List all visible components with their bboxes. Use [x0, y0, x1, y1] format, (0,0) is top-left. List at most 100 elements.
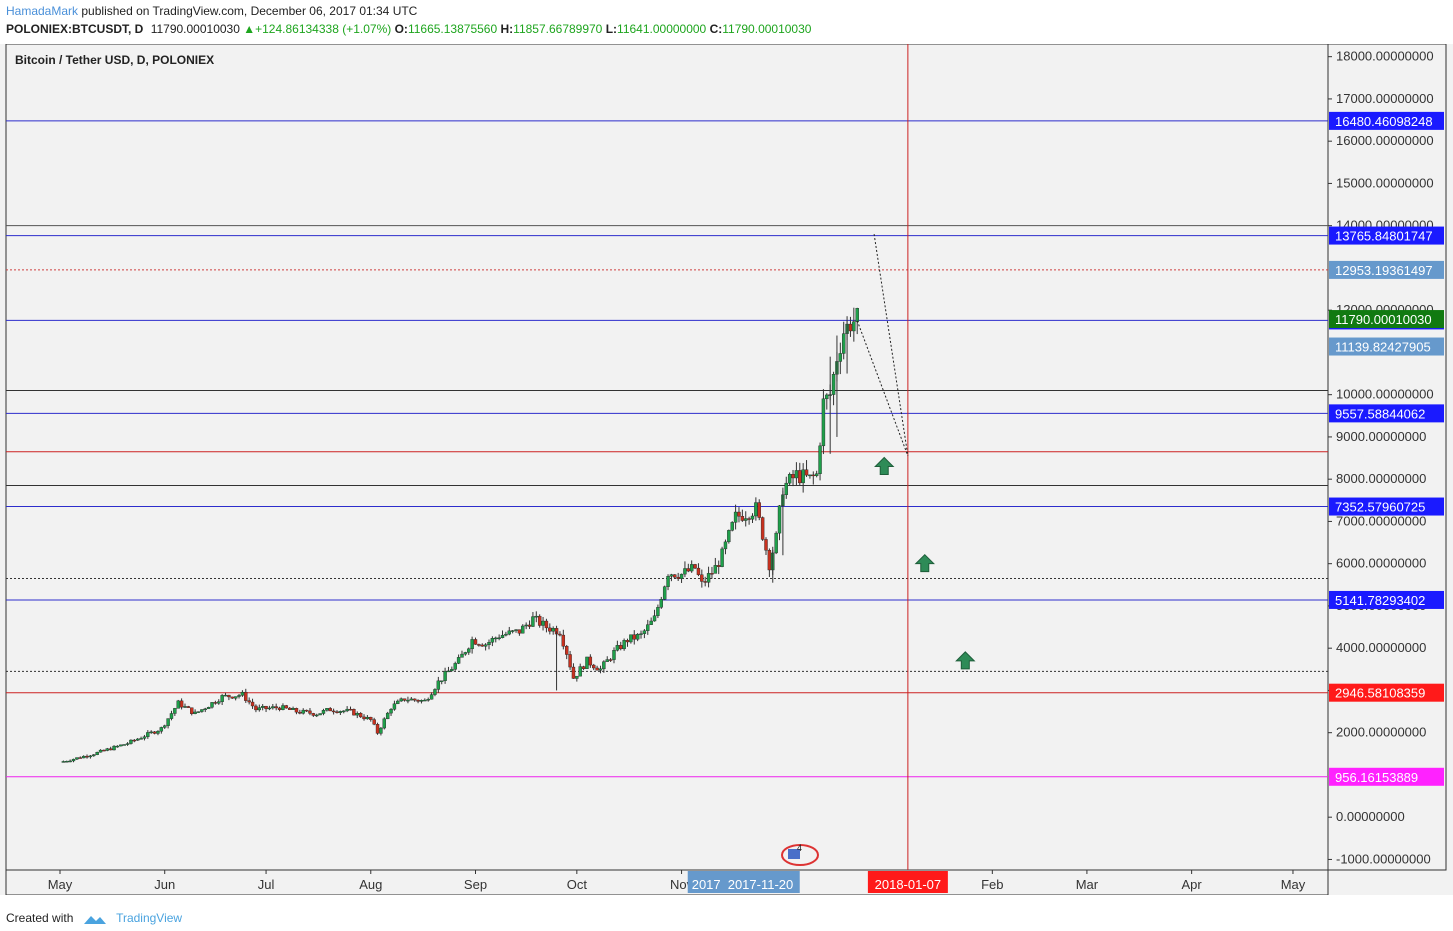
candle-body [710, 573, 714, 575]
candle-body [814, 473, 819, 476]
price-tag [1329, 226, 1444, 245]
candle-body [514, 629, 518, 631]
candle-body [88, 755, 93, 758]
candle-body [750, 515, 755, 520]
candle-body [379, 727, 383, 734]
candle-body [717, 565, 721, 567]
tradingview-logo-icon [83, 915, 106, 924]
candle-body [277, 707, 282, 710]
y-tick-label: 16000.00000000 [1336, 133, 1434, 148]
candle-body [629, 634, 633, 643]
y-tick-label: 6000.00000000 [1336, 556, 1426, 571]
candle-body [679, 573, 684, 579]
candle-body [426, 699, 430, 701]
candle-body [673, 574, 677, 578]
candle-body [230, 696, 234, 699]
cursor-date-box [867, 871, 948, 893]
candle-body [652, 615, 657, 622]
candle-body [689, 564, 694, 572]
candle-body [774, 532, 778, 554]
y-tick-label: 7000.00000000 [1336, 513, 1426, 528]
y-tick-label: 15000.00000000 [1336, 175, 1434, 190]
candle-body [213, 702, 218, 704]
time-axis[interactable] [5, 869, 1329, 895]
candle-body [784, 482, 788, 495]
candle-body [196, 711, 201, 713]
candle-body [477, 644, 481, 646]
candle-body [135, 738, 140, 741]
candle-body [818, 445, 822, 474]
low-value: 11641.00000000 [617, 22, 707, 36]
candle-body [284, 705, 289, 709]
created-with: Created with TradingView [6, 911, 182, 925]
candle-body [578, 666, 582, 677]
projection-line-1 [873, 234, 909, 457]
candle-body [669, 574, 674, 577]
price-tag [1329, 111, 1444, 130]
highlight-date-label: 2017-11-20 [728, 877, 794, 892]
candle-body [497, 637, 501, 639]
candle-body [801, 469, 805, 484]
candle-body [419, 700, 424, 702]
candle-body [335, 711, 339, 714]
candle-body [254, 705, 258, 711]
price-chart[interactable]: 18000.00000000 17000.00000000 16000.000000… [0, 44, 1453, 895]
candle-body [152, 731, 157, 734]
candle-body [571, 666, 576, 679]
close-value: 11790.00010030 [722, 22, 812, 36]
candle-body [460, 653, 464, 658]
candle-body [240, 691, 245, 696]
candle-body [298, 711, 302, 714]
price-axis[interactable] [1327, 44, 1447, 871]
candle-body [767, 550, 772, 571]
candle-body [311, 713, 316, 716]
candle-body [233, 696, 238, 699]
candle-body [713, 565, 718, 574]
price-tag-label: 5141.78293402 [1335, 593, 1425, 608]
candle-body [423, 699, 427, 702]
x-tick-label: May [1281, 877, 1306, 892]
candle-body [318, 713, 322, 716]
candle-body [619, 645, 623, 650]
highlight-date-box [687, 871, 800, 893]
candle-body [125, 743, 130, 745]
price-tag-label: 9557.58844062 [1335, 406, 1425, 421]
candle-body [227, 694, 231, 698]
price-tag-label: 13765.84801747 [1335, 229, 1433, 244]
candle-body [821, 398, 826, 447]
candle-body [483, 644, 488, 647]
candle-body [804, 469, 809, 476]
candle-body [115, 745, 120, 748]
footer-bar [0, 895, 1453, 931]
candle-body [183, 706, 187, 708]
candle-body [744, 518, 748, 521]
plot-area[interactable] [5, 44, 1329, 871]
drawings [856, 44, 976, 870]
price-tag [1329, 767, 1444, 786]
candle-body [848, 323, 853, 332]
tradingview-link[interactable]: TradingView [116, 911, 183, 925]
candle-body [808, 474, 812, 477]
candle-body [531, 616, 535, 627]
author-link[interactable]: HamadaMark [6, 4, 79, 18]
candle-body [565, 645, 569, 655]
candle-body [527, 624, 532, 627]
candle-body [608, 659, 613, 661]
open-value: 11665.13875560 [407, 22, 498, 36]
horizontal-levels [6, 120, 1328, 778]
price-tag [1329, 310, 1444, 329]
candle-body [288, 707, 292, 710]
candle-body [92, 754, 96, 757]
candle-body [605, 659, 609, 662]
candle-body [250, 701, 255, 707]
candle-body [190, 707, 194, 714]
candle-body [348, 708, 353, 711]
up-arrow-icon [914, 553, 935, 573]
candle-body [112, 745, 116, 751]
candle-body [108, 748, 113, 751]
candle-body [436, 680, 441, 690]
candle-body [727, 530, 731, 543]
candle-body [149, 731, 153, 734]
candle-body [166, 718, 170, 726]
candle-body [345, 708, 349, 712]
